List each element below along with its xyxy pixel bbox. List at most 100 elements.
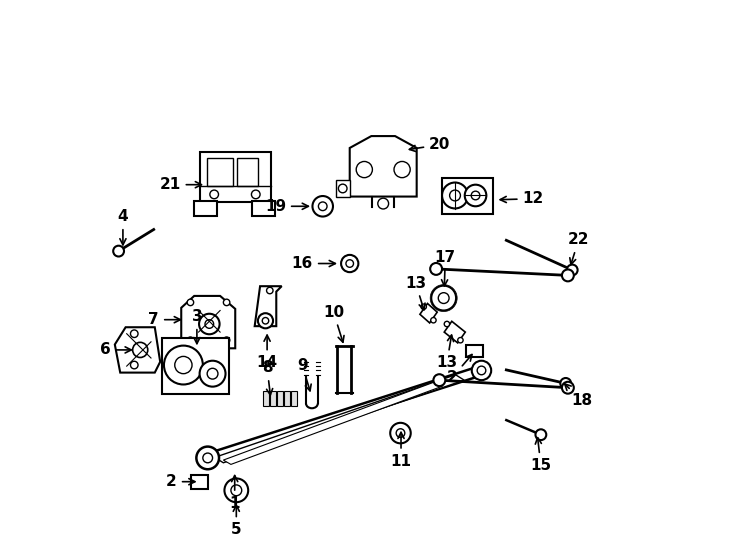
Text: 14: 14	[257, 335, 277, 370]
Text: 22: 22	[568, 232, 589, 265]
Circle shape	[421, 304, 426, 309]
Circle shape	[223, 337, 230, 343]
Polygon shape	[284, 391, 291, 406]
Circle shape	[131, 330, 138, 338]
Circle shape	[187, 337, 194, 343]
Polygon shape	[335, 180, 349, 197]
Text: 10: 10	[323, 305, 344, 342]
Circle shape	[313, 196, 333, 217]
Circle shape	[258, 313, 273, 328]
Polygon shape	[277, 391, 283, 406]
Circle shape	[131, 361, 138, 369]
Circle shape	[199, 314, 219, 334]
Circle shape	[394, 161, 410, 178]
Text: 4: 4	[117, 209, 128, 245]
Polygon shape	[264, 391, 269, 406]
Text: 1: 1	[230, 476, 240, 511]
Text: 5: 5	[231, 505, 241, 537]
Circle shape	[341, 255, 358, 272]
Circle shape	[567, 265, 578, 275]
Circle shape	[187, 299, 194, 306]
Circle shape	[319, 202, 327, 211]
Circle shape	[430, 263, 442, 275]
Polygon shape	[444, 321, 465, 343]
Circle shape	[396, 429, 404, 437]
Circle shape	[442, 183, 468, 208]
Text: 6: 6	[100, 342, 131, 357]
Circle shape	[225, 478, 248, 502]
Bar	[442, 178, 493, 214]
Circle shape	[465, 185, 487, 206]
Text: 11: 11	[390, 433, 412, 469]
Text: 13: 13	[405, 275, 426, 310]
Text: 18: 18	[564, 384, 592, 408]
Text: 7: 7	[148, 312, 181, 327]
Circle shape	[200, 361, 225, 387]
Text: 12: 12	[500, 191, 544, 206]
Circle shape	[203, 453, 213, 463]
Text: 9: 9	[297, 357, 311, 391]
Circle shape	[231, 485, 241, 496]
Text: 20: 20	[410, 137, 451, 152]
Bar	[200, 152, 271, 202]
Circle shape	[223, 299, 230, 306]
Bar	[237, 158, 258, 186]
Polygon shape	[223, 382, 443, 464]
Circle shape	[113, 246, 124, 256]
Bar	[252, 201, 275, 216]
Circle shape	[390, 423, 411, 443]
Circle shape	[432, 286, 456, 310]
Circle shape	[433, 374, 446, 386]
Polygon shape	[215, 375, 464, 463]
Text: 2: 2	[447, 355, 472, 385]
Polygon shape	[115, 327, 160, 373]
Text: 2: 2	[166, 474, 195, 489]
Circle shape	[471, 191, 480, 200]
Polygon shape	[420, 303, 437, 323]
Bar	[466, 345, 482, 357]
Polygon shape	[291, 391, 297, 406]
Circle shape	[477, 366, 486, 375]
Circle shape	[266, 287, 273, 294]
Circle shape	[562, 382, 574, 394]
Text: 13: 13	[436, 335, 457, 370]
Circle shape	[252, 190, 260, 199]
Circle shape	[207, 368, 218, 379]
Polygon shape	[181, 296, 235, 348]
Polygon shape	[204, 367, 487, 461]
Circle shape	[450, 190, 460, 201]
Circle shape	[210, 190, 219, 199]
Polygon shape	[255, 286, 282, 326]
Circle shape	[438, 293, 449, 303]
Circle shape	[378, 198, 388, 209]
Circle shape	[262, 318, 269, 324]
Bar	[161, 338, 229, 394]
Circle shape	[197, 447, 219, 469]
Circle shape	[338, 184, 347, 193]
Text: 17: 17	[435, 249, 456, 286]
Text: 15: 15	[531, 438, 551, 473]
Circle shape	[560, 378, 571, 389]
Text: 19: 19	[265, 199, 308, 214]
Text: 8: 8	[262, 360, 272, 395]
Polygon shape	[270, 391, 276, 406]
Text: 16: 16	[291, 256, 335, 271]
Bar	[195, 201, 217, 216]
Polygon shape	[349, 136, 417, 197]
Text: 21: 21	[159, 177, 201, 192]
Circle shape	[175, 356, 192, 374]
Circle shape	[536, 429, 546, 440]
Circle shape	[133, 342, 148, 357]
Circle shape	[458, 338, 463, 343]
Circle shape	[356, 161, 372, 178]
Circle shape	[444, 321, 450, 327]
Circle shape	[346, 260, 354, 267]
Circle shape	[164, 346, 203, 384]
Bar	[191, 475, 208, 489]
Circle shape	[205, 320, 214, 328]
Circle shape	[431, 318, 436, 323]
Circle shape	[472, 361, 491, 380]
Bar	[207, 158, 233, 186]
Circle shape	[562, 269, 574, 281]
Text: 3: 3	[192, 309, 202, 343]
